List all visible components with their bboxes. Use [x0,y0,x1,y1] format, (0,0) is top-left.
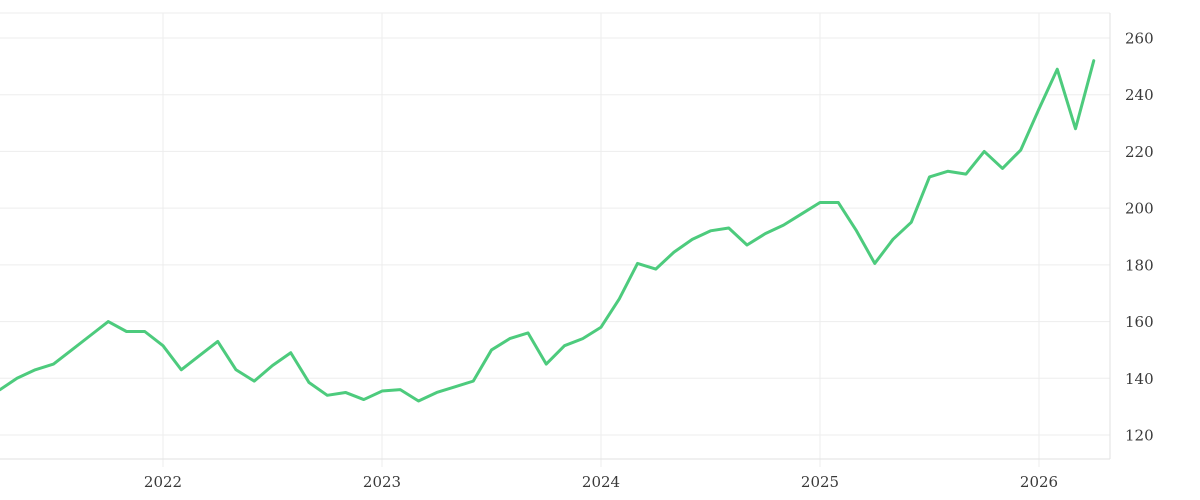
y-axis-tick-label: 140 [1125,370,1154,388]
y-axis-tick-label: 160 [1125,313,1154,331]
x-axis-tick-label: 2024 [582,473,620,491]
y-axis-tick-label: 120 [1125,427,1154,445]
x-axis-tick-label: 2023 [363,473,401,491]
x-axis-tick-label: 2022 [144,473,182,491]
x-axis-tick-label: 2026 [1020,473,1058,491]
y-axis-tick-label: 200 [1125,200,1154,218]
y-axis-tick-label: 240 [1125,86,1154,104]
price-line [0,59,1096,403]
y-axis-tick-label: 180 [1125,256,1154,274]
x-axis-tick-label: 2025 [801,473,839,491]
y-axis-tick-label: 260 [1125,30,1154,48]
y-axis-tick-label: 220 [1125,143,1154,161]
